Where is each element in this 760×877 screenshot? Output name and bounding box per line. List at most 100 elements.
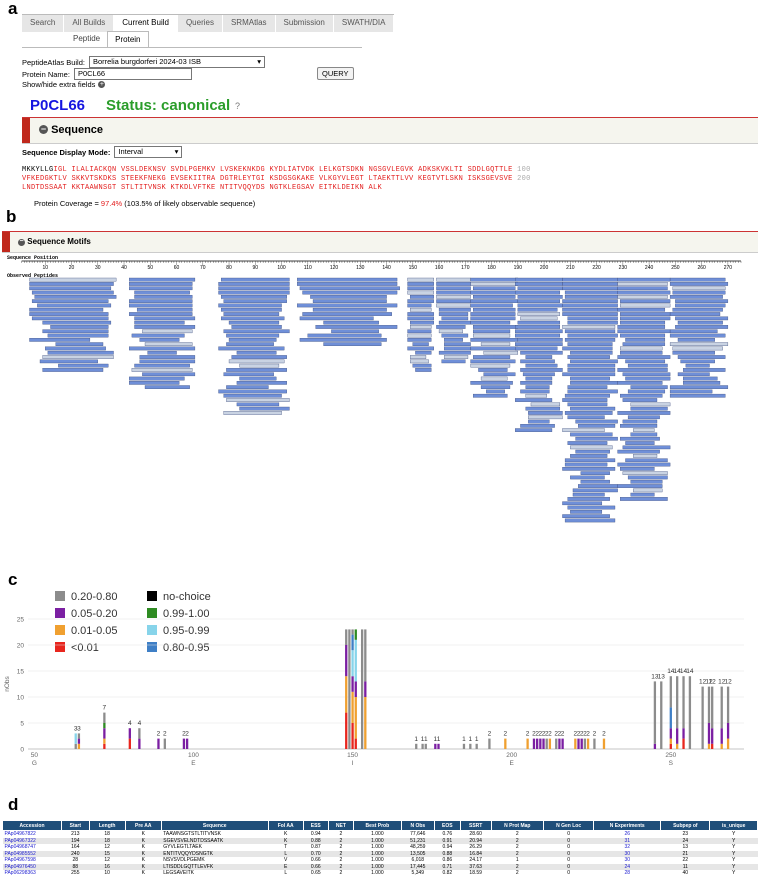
tab-all-builds[interactable]: All Builds <box>64 15 115 32</box>
tab-search[interactable]: Search <box>22 15 65 32</box>
bar-segment <box>545 738 548 749</box>
peptide-bar <box>436 325 466 329</box>
x-tick-label: 100 <box>188 752 199 759</box>
peptide-bar <box>515 325 561 329</box>
peptide-bar <box>617 368 668 372</box>
peptide-bar <box>567 497 610 501</box>
experiments-link[interactable]: 30 <box>593 850 661 857</box>
subtab-protein[interactable]: Protein <box>107 31 149 47</box>
tab-srmatlas[interactable]: SRMAtlas <box>223 15 276 32</box>
peptide-bar <box>412 342 429 346</box>
accession-link[interactable]: PAp04976450 <box>2 863 62 870</box>
bar-label: 12 <box>709 679 717 686</box>
legend-label: no-choice <box>163 591 211 603</box>
protein-name-input[interactable]: P0CL66 <box>73 68 192 80</box>
build-select[interactable]: Borrelia burgdorferi 2024-03 ISB ▾ <box>88 56 265 68</box>
peptide-bar <box>572 492 605 497</box>
bar-label: 3 <box>77 725 81 732</box>
bar-segment <box>354 629 357 640</box>
bar-label: 12 <box>724 679 732 686</box>
column-header[interactable]: Pre AA <box>124 820 162 831</box>
peptide-bar <box>520 368 563 372</box>
peptide-bar <box>42 320 112 325</box>
peptide-bar <box>567 363 616 368</box>
bar-label: 2 <box>586 731 590 738</box>
column-header[interactable]: Sequence <box>160 820 269 831</box>
tab-submission[interactable]: Submission <box>276 15 334 32</box>
accession-link[interactable]: PAp04968747 <box>4 844 36 851</box>
motifs-section-header[interactable]: − Sequence Motifs <box>2 231 758 253</box>
query-button[interactable]: QUERY <box>317 67 354 80</box>
sequence-line-2: VFKEDGKTLV SKKVTSKDKS STEEKFNEKG EVSEKII… <box>22 175 531 183</box>
display-mode-label: Sequence Display Mode: <box>22 147 111 157</box>
column-header[interactable]: N Obs <box>400 820 435 831</box>
tab-swath-dia[interactable]: SWATH/DIA <box>334 15 395 32</box>
tab-queries[interactable]: Queries <box>178 15 223 32</box>
sequence-section-header[interactable]: − Sequence <box>22 117 758 144</box>
peptide-bar <box>29 282 114 286</box>
tab-current-build[interactable]: Current Build <box>114 15 178 32</box>
column-header[interactable]: Subpep of <box>660 820 711 831</box>
peptide-bar <box>677 320 723 325</box>
table-cell: K <box>141 831 145 838</box>
panel-label-c: c <box>8 570 18 589</box>
table-cell: 194 <box>61 837 90 844</box>
experiments-link[interactable]: 32 <box>624 844 630 851</box>
motifs-section-title: − Sequence Motifs <box>18 237 91 246</box>
table-cell: 23 <box>682 831 689 838</box>
bar-segment <box>720 728 723 744</box>
peptide-bar <box>473 333 511 338</box>
subtab-peptide[interactable]: Peptide <box>73 34 101 43</box>
column-header[interactable]: N Gen Loc <box>543 820 595 831</box>
column-header[interactable]: N Prot Map <box>490 820 545 831</box>
status-help-icon[interactable]: ? <box>235 101 241 111</box>
bar-segment <box>653 743 657 749</box>
peptide-bar <box>620 393 663 398</box>
table-cell: 0 <box>567 870 571 877</box>
display-mode-select[interactable]: Interval ▾ <box>114 146 183 158</box>
column-header[interactable]: Length <box>88 820 126 831</box>
peptide-bar <box>223 329 290 334</box>
column-header[interactable]: Accession <box>1 820 63 831</box>
column-header[interactable]: SSRT <box>459 820 492 831</box>
experiments-link[interactable]: 30 <box>624 857 630 864</box>
bar-segment <box>701 686 704 749</box>
bar-segment <box>345 645 348 677</box>
column-header[interactable]: Fol AA <box>267 820 304 831</box>
peptide-bar <box>438 307 471 312</box>
extra-fields-toggle[interactable]: Show/hide extra fields + <box>22 80 106 89</box>
column-header[interactable]: EOS <box>433 820 461 831</box>
peptide-bar <box>672 290 726 295</box>
bar-segment <box>77 733 81 739</box>
table-cell: 28.60 <box>469 831 482 838</box>
column-header[interactable]: ESS <box>302 820 329 831</box>
peptide-bar <box>470 338 519 342</box>
bar-segment <box>354 738 357 749</box>
column-header[interactable]: is_unique <box>709 820 758 831</box>
experiments-link[interactable]: 24 <box>593 863 661 870</box>
column-header[interactable]: Best Prob <box>352 820 402 831</box>
ruler-tick-label: 150 <box>409 265 418 271</box>
peptide-bar <box>520 424 555 428</box>
peptide-bar <box>564 338 616 342</box>
column-header[interactable]: N Experiments <box>593 820 662 831</box>
bar-label: 2 <box>554 731 558 738</box>
build-select-value: Borrelia burgdorferi 2024-03 ISB <box>92 57 201 66</box>
accession-link[interactable]: PAp04985552 <box>2 850 62 857</box>
accession-link[interactable]: PAp06298363 <box>4 870 36 877</box>
column-header[interactable]: NET <box>327 820 354 831</box>
peptide-bar <box>55 342 104 346</box>
bar-segment <box>580 738 583 749</box>
bar-segment <box>128 738 131 749</box>
ruler-tick-label: 50 <box>147 265 153 271</box>
experiments-link[interactable]: 28 <box>624 870 630 877</box>
accession-link[interactable]: PAp04967598 <box>4 857 36 864</box>
experiments-link[interactable]: 31 <box>593 837 661 844</box>
accession-link[interactable]: PAp04967322 <box>2 837 62 844</box>
peptide-bar <box>564 393 610 398</box>
accession-link[interactable]: PAp04967822 <box>4 831 36 838</box>
peptide-bar <box>470 363 511 368</box>
column-header[interactable]: Start <box>61 820 90 831</box>
bar-label: 14 <box>667 668 675 675</box>
experiments-link[interactable]: 26 <box>624 831 630 838</box>
